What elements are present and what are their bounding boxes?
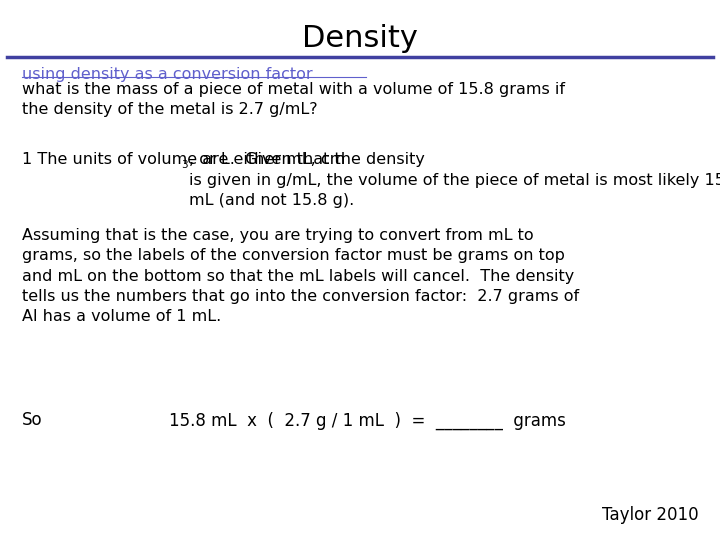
Text: So: So (22, 411, 42, 429)
Text: 3: 3 (181, 160, 188, 170)
Text: Density: Density (302, 24, 418, 53)
Text: 15.8 mL  x  (  2.7 g / 1 mL  )  =  ________  grams: 15.8 mL x ( 2.7 g / 1 mL ) = ________ gr… (169, 411, 566, 430)
Text: , or L.  Given that the density
is given in g/mL, the volume of the piece of met: , or L. Given that the density is given … (189, 152, 720, 208)
Text: what is the mass of a piece of metal with a volume of 15.8 grams if
the density : what is the mass of a piece of metal wit… (22, 82, 564, 118)
Text: Taylor 2010: Taylor 2010 (602, 506, 698, 524)
Text: 1 The units of volume are either mL, cm: 1 The units of volume are either mL, cm (22, 152, 345, 167)
Text: Assuming that is the case, you are trying to convert from mL to
grams, so the la: Assuming that is the case, you are tryin… (22, 228, 579, 325)
Text: using density as a conversion factor: using density as a conversion factor (22, 68, 312, 83)
